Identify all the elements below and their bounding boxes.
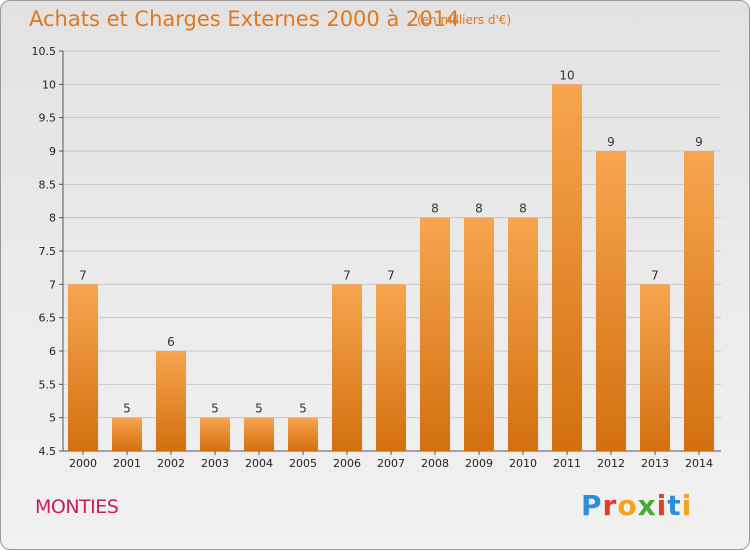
logo-letter: r bbox=[602, 489, 618, 522]
x-tick-label: 2006 bbox=[333, 457, 361, 470]
bar bbox=[596, 151, 626, 451]
data-label: 7 bbox=[651, 268, 659, 282]
x-tick-label: 2014 bbox=[685, 457, 713, 470]
logo-letter: i bbox=[656, 489, 668, 522]
y-tick-label: 9 bbox=[49, 145, 56, 158]
logo-letter: i bbox=[681, 489, 693, 522]
data-label: 7 bbox=[79, 268, 87, 282]
x-tick-labels: 2000 2001 2002 2003 2004 2005 2006 2007 2008 2009… bbox=[69, 451, 713, 470]
data-label: 5 bbox=[123, 402, 131, 416]
bar bbox=[244, 417, 274, 451]
x-tick-label: 2002 bbox=[157, 457, 185, 470]
y-tick-label: 6.5 bbox=[39, 312, 57, 325]
y-tick-label: 4.5 bbox=[39, 445, 57, 458]
x-tick-label: 2013 bbox=[641, 457, 669, 470]
y-tick-label: 10.5 bbox=[32, 45, 57, 58]
logo-letter: P bbox=[581, 489, 603, 522]
logo-letter: o bbox=[617, 489, 638, 522]
y-tick-label: 5.5 bbox=[39, 378, 57, 391]
data-labels: 7 5 6 5 5 5 7 7 8 8 8 10 9 7 9 bbox=[79, 68, 703, 415]
data-label: 8 bbox=[431, 202, 439, 216]
y-tick-labels: 4.5 5 5.5 6 6.5 7 7.5 8 8.5 9 9.5 10 10.5 bbox=[32, 45, 57, 458]
commune-name: MONTIES bbox=[35, 496, 119, 518]
data-label: 8 bbox=[475, 202, 483, 216]
y-tick-label: 10 bbox=[42, 78, 56, 91]
x-tick-label: 2012 bbox=[597, 457, 625, 470]
data-label: 6 bbox=[167, 335, 175, 349]
x-tick-label: 2010 bbox=[509, 457, 537, 470]
bar bbox=[420, 217, 450, 451]
data-label: 9 bbox=[607, 135, 615, 149]
bar bbox=[508, 217, 538, 451]
chart-subtitle: (en milliers d'€) bbox=[417, 13, 512, 27]
y-tick-label: 8 bbox=[49, 212, 56, 225]
bar bbox=[68, 284, 98, 451]
data-label: 5 bbox=[255, 402, 263, 416]
chart-title: Achats et Charges Externes 2000 à 2014 bbox=[29, 7, 460, 31]
x-tick-label: 2004 bbox=[245, 457, 273, 470]
data-label: 7 bbox=[387, 268, 395, 282]
data-label: 5 bbox=[211, 402, 219, 416]
bar bbox=[288, 417, 318, 451]
data-label: 9 bbox=[695, 135, 703, 149]
bar bbox=[464, 217, 494, 451]
bar bbox=[684, 151, 714, 451]
x-tick-label: 2003 bbox=[201, 457, 229, 470]
x-tick-label: 2009 bbox=[465, 457, 493, 470]
bar bbox=[640, 284, 670, 451]
data-label: 5 bbox=[299, 402, 307, 416]
x-tick-label: 2000 bbox=[69, 457, 97, 470]
bars bbox=[68, 84, 714, 451]
logo-letter: x bbox=[637, 489, 657, 522]
bar bbox=[332, 284, 362, 451]
bar bbox=[112, 417, 142, 451]
data-label: 7 bbox=[343, 268, 351, 282]
proxiti-logo[interactable]: Proxiti bbox=[581, 489, 692, 522]
logo-letter: t bbox=[667, 489, 682, 522]
bar bbox=[200, 417, 230, 451]
bar bbox=[552, 84, 582, 451]
data-label: 8 bbox=[519, 202, 527, 216]
x-tick-label: 2011 bbox=[553, 457, 581, 470]
x-tick-label: 2001 bbox=[113, 457, 141, 470]
bar bbox=[156, 351, 186, 451]
y-tick-label: 6 bbox=[49, 345, 56, 358]
y-tick-label: 7 bbox=[49, 278, 56, 291]
bar bbox=[376, 284, 406, 451]
data-label: 10 bbox=[559, 68, 574, 82]
y-tick-label: 5 bbox=[49, 412, 56, 425]
y-tick-label: 7.5 bbox=[39, 245, 57, 258]
x-tick-label: 2005 bbox=[289, 457, 317, 470]
x-tick-label: 2007 bbox=[377, 457, 405, 470]
y-tick-label: 8.5 bbox=[39, 178, 57, 191]
y-tick-label: 9.5 bbox=[39, 112, 57, 125]
x-tick-label: 2008 bbox=[421, 457, 449, 470]
